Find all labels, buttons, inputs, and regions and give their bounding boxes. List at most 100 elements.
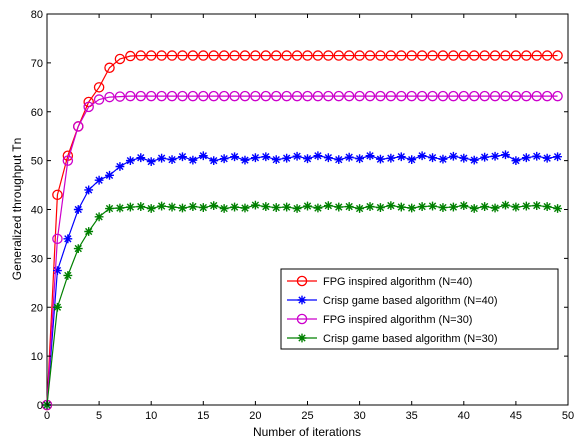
series-1-point — [437, 50, 449, 61]
series-4-point-shape — [188, 202, 198, 211]
series-2-point-shape — [53, 266, 62, 275]
series-1-point — [468, 50, 480, 61]
series-2-point — [84, 185, 94, 195]
series-1-point — [479, 50, 490, 61]
series-1-point — [114, 53, 126, 65]
legend-marker — [297, 295, 307, 305]
series-2-point — [230, 152, 239, 162]
series-1-point — [427, 50, 438, 61]
series-2-point-shape — [323, 153, 333, 163]
series-4-point-shape — [428, 201, 437, 211]
series-4-point-shape — [344, 202, 354, 211]
series-2-point-shape — [146, 157, 156, 167]
series-3-point — [229, 90, 240, 102]
series-4-point-shape — [105, 204, 114, 213]
series-1-point — [552, 50, 563, 61]
series-4-point — [501, 200, 510, 210]
series-2-point — [115, 162, 125, 171]
series-4-point — [84, 227, 94, 236]
series-3-point — [375, 90, 386, 102]
series-2-point-shape — [490, 151, 500, 161]
series-4-point — [376, 203, 385, 212]
series-1-point — [312, 50, 324, 61]
y-tick-label: 30 — [31, 253, 43, 265]
legend-marker — [297, 333, 307, 343]
series-3-point — [260, 90, 272, 102]
series-2-point — [542, 153, 552, 163]
series-2-point — [428, 153, 437, 163]
series-2-point-shape — [553, 152, 562, 162]
series-2-point-shape — [334, 155, 344, 165]
series-2-point — [198, 151, 208, 161]
series-2-point-shape — [511, 156, 521, 166]
series-2-point — [334, 155, 344, 165]
series-1-point — [125, 50, 136, 62]
series-2-point — [53, 266, 62, 275]
series-4-point — [334, 202, 344, 212]
series-2-point-shape — [428, 153, 437, 163]
series-1-point — [343, 50, 355, 61]
series-3-point — [437, 90, 449, 102]
series-4-point-shape — [73, 244, 83, 253]
series-2-point-shape — [521, 153, 531, 163]
series-4-point-shape — [63, 271, 73, 280]
series-2-point-shape — [480, 152, 490, 162]
x-tick-label: 5 — [96, 410, 102, 422]
series-2-point-shape — [386, 153, 396, 163]
series-2-point-shape — [230, 152, 239, 162]
series-3-point — [83, 101, 94, 113]
series-4-point-shape — [136, 202, 146, 211]
y-tick-label: 20 — [31, 302, 43, 314]
y-tick-label: 60 — [31, 107, 43, 119]
series-3-point — [73, 121, 84, 132]
y-axis-label: Generalized throughput Tn — [10, 138, 24, 281]
series-2-point-shape — [407, 155, 417, 165]
x-tick-label: 45 — [510, 410, 522, 422]
series-2-point-shape — [438, 154, 448, 164]
x-tick-label: 30 — [353, 410, 365, 422]
series-1-point — [302, 50, 313, 61]
y-tick-label: 50 — [31, 156, 43, 168]
series-4-point-shape — [459, 201, 469, 210]
series-1-point — [323, 50, 334, 61]
series-4-point — [469, 204, 479, 213]
series-3-point — [354, 90, 365, 102]
series-1-point — [489, 50, 501, 61]
series-2-point — [469, 155, 479, 165]
series-4-point — [167, 202, 177, 212]
series-4-point-shape — [334, 202, 344, 212]
series-1-point — [229, 50, 240, 61]
series-3-point — [281, 90, 292, 102]
series-3-point — [312, 90, 324, 102]
series-3-point — [468, 90, 480, 102]
x-tick-label: 25 — [301, 410, 313, 422]
axis-layer: 0 5 10 15 20 25 30 35 40 45 50 0 10 20 30 40 50 60 70 80 — [31, 9, 574, 422]
legend-marker-shape — [297, 295, 307, 305]
series-4-point-shape — [303, 201, 312, 211]
series-2-point-shape — [396, 152, 406, 162]
series-4-point — [53, 302, 62, 312]
series-2-point-shape — [167, 155, 177, 165]
series-2-point-shape — [261, 152, 271, 162]
legend-item-3: FPG inspired algorithm (N=30) — [287, 313, 472, 326]
series-4-point — [323, 201, 333, 210]
x-tick-label: 15 — [197, 410, 209, 422]
series-1-point — [396, 50, 407, 61]
series-3-point — [198, 90, 209, 102]
series-1-point — [52, 189, 63, 201]
series-2-point-shape — [355, 154, 364, 164]
series-2-point — [94, 175, 104, 185]
legend-marker — [296, 313, 308, 325]
series-3-point — [291, 90, 303, 102]
x-tick-label: 10 — [145, 410, 157, 422]
series-3-point — [52, 233, 63, 245]
series-2-point-shape — [188, 155, 198, 165]
series-4-point-shape — [490, 203, 500, 213]
series-4-point-shape — [240, 203, 250, 213]
series-3-point — [427, 90, 438, 102]
series-4-point — [386, 201, 396, 210]
series-4-point-shape — [323, 201, 333, 210]
series-4-point-shape — [501, 200, 510, 210]
series-1-point — [458, 50, 470, 61]
series-1-point — [354, 50, 365, 61]
